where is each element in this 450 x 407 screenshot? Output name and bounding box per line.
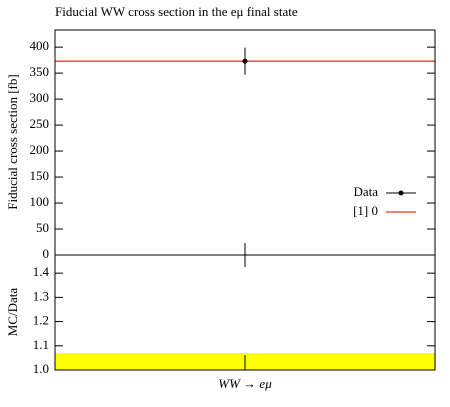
legend-label: Data <box>353 184 378 199</box>
y-tick-label: 0 <box>43 246 50 261</box>
legend-marker <box>398 190 404 196</box>
y-tick-label: 150 <box>30 168 50 183</box>
ratio-frame <box>54 254 436 371</box>
ratio-y-axis-label: MC/Data <box>5 288 20 337</box>
y-tick-label: 1.4 <box>33 264 50 279</box>
y-tick-label: 1.1 <box>33 337 49 352</box>
y-tick-label: 100 <box>30 194 50 209</box>
y-tick-label: 200 <box>30 142 50 157</box>
plot-area <box>55 47 435 370</box>
y-tick-label: 1.2 <box>33 313 49 328</box>
legend-label: [1] 0 <box>353 203 378 218</box>
y-tick-label: 1.0 <box>33 361 49 376</box>
x-tick-label: WW → eμ <box>218 376 272 391</box>
y-tick-label: 400 <box>30 38 50 53</box>
y-tick-label: 300 <box>30 90 50 105</box>
y-tick-label: 250 <box>30 116 50 131</box>
y-tick-label: 1.3 <box>33 288 49 303</box>
y-axis-label: Fiducial cross section [fb] <box>5 74 20 209</box>
data-point <box>242 58 248 64</box>
chart-title: Fiducial WW cross section in the eμ fina… <box>55 4 298 19</box>
y-tick-label: 50 <box>36 220 49 235</box>
y-tick-label: 350 <box>30 64 50 79</box>
